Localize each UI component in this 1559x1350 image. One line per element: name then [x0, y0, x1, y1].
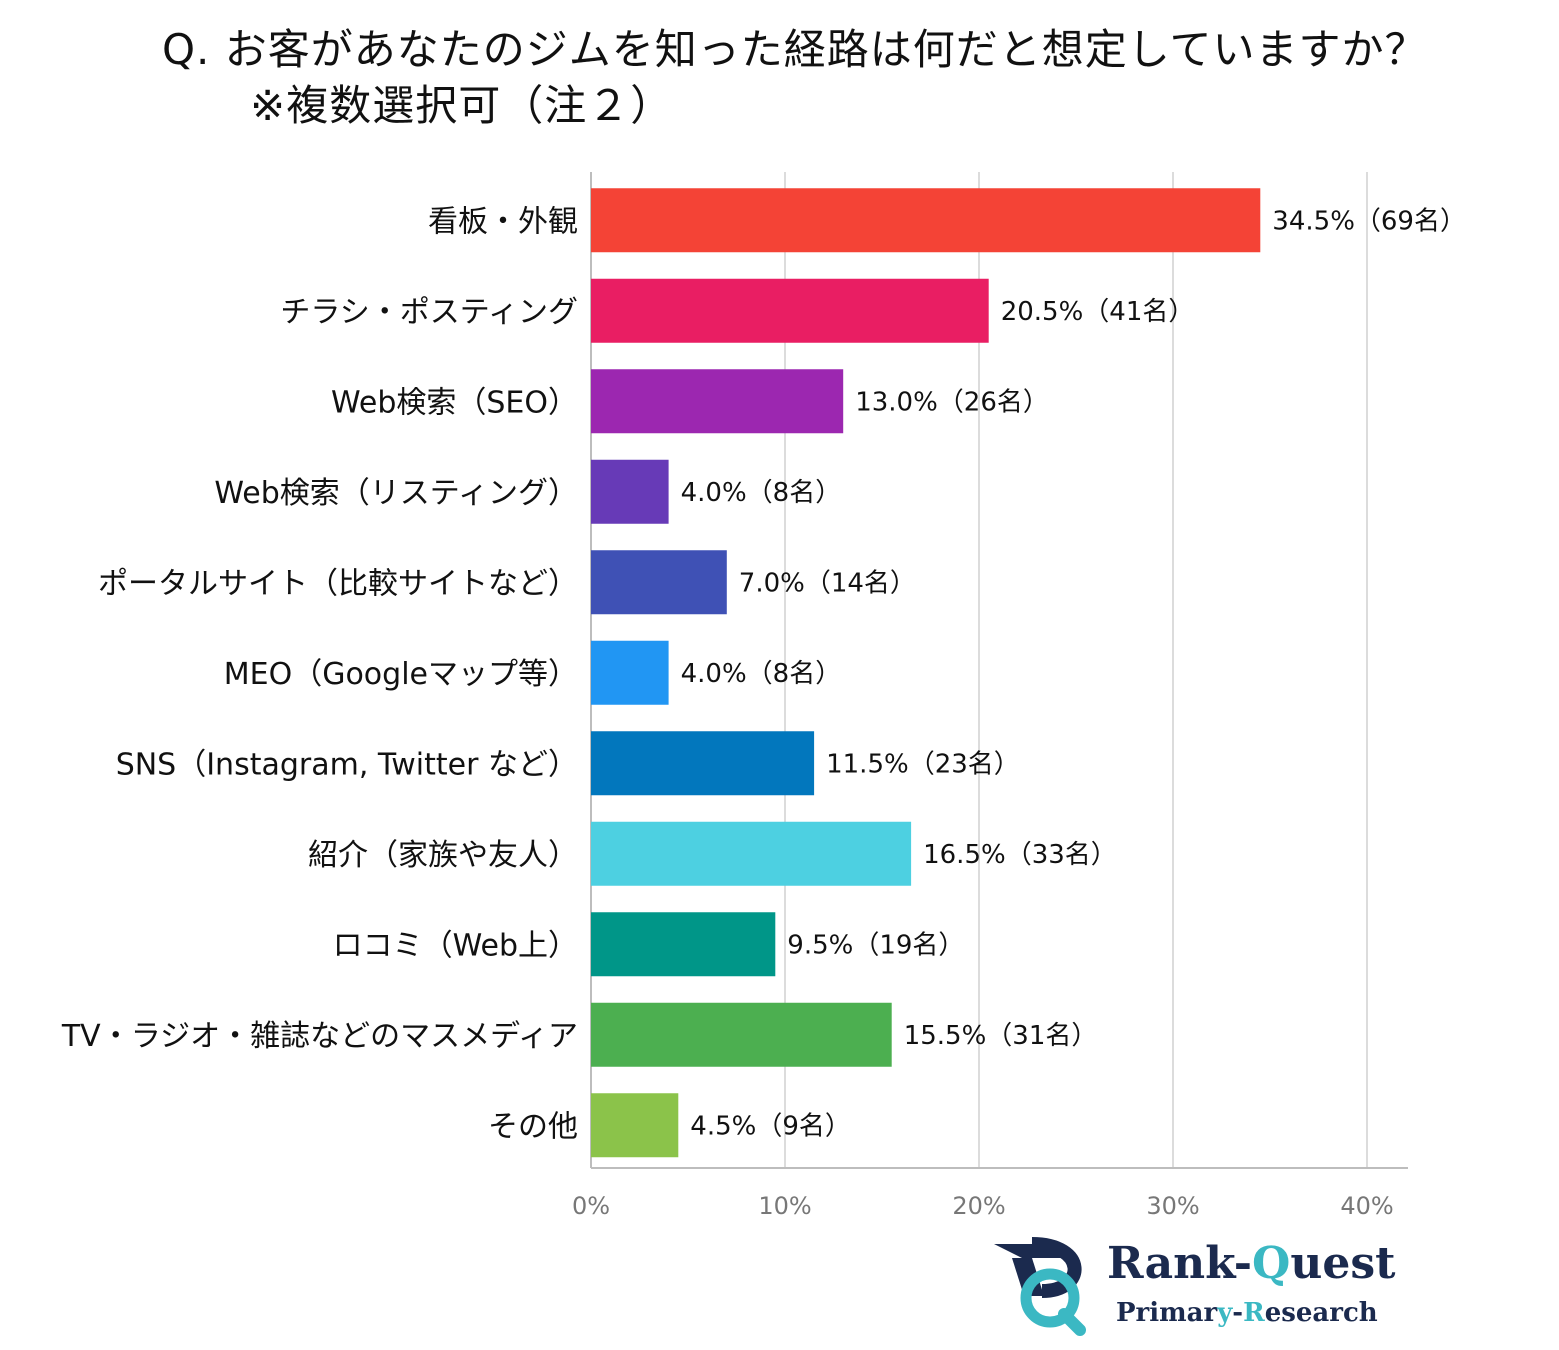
category-label: SNS（Instagram, Twitter など）	[116, 747, 578, 782]
category-label: TV・ラジオ・雑誌などのマスメディア	[61, 1019, 578, 1054]
data-label: 9.5%（19名）	[787, 930, 964, 960]
rank-quest-logo: Rank-Quest Primary-Research	[992, 1236, 1412, 1336]
rank-quest-logo-icon	[994, 1237, 1086, 1336]
x-tick-label: 30%	[1146, 1192, 1199, 1220]
data-label: 34.5%（69名）	[1272, 206, 1466, 236]
x-tick-label: 10%	[758, 1192, 811, 1220]
category-label: 紹介（家族や友人）	[308, 838, 578, 873]
category-label: その他	[488, 1109, 578, 1144]
data-label: 11.5%（23名）	[826, 749, 1020, 779]
chart-title-line2: ※複数選択可（注２）	[250, 81, 674, 130]
chart-title-line1: Q. お客があなたのジムを知った経路は何だと想定していますか？	[162, 25, 1428, 74]
bar	[591, 459, 669, 524]
data-label: 20.5%（41名）	[1001, 297, 1195, 327]
logo-wordmark: Rank-Quest	[1107, 1238, 1396, 1289]
category-label: ポータルサイト（比較サイトなど）	[98, 566, 578, 601]
x-tick-label: 0%	[572, 1192, 610, 1220]
data-label: 4.5%（9名）	[690, 1111, 851, 1141]
x-tick-label: 40%	[1340, 1192, 1393, 1220]
bar	[591, 731, 815, 796]
data-label: 4.0%（8名）	[681, 478, 842, 508]
bar	[591, 821, 912, 886]
x-tick-label: 20%	[952, 1192, 1005, 1220]
data-label: 13.0%（26名）	[855, 387, 1049, 417]
bar	[591, 278, 989, 343]
data-label: 7.0%（14名）	[739, 568, 916, 598]
data-label: 15.5%（31名）	[904, 1021, 1098, 1051]
bar	[591, 640, 669, 705]
bar	[591, 1002, 892, 1067]
bar	[591, 1093, 679, 1158]
bar	[591, 550, 727, 615]
logo-subtitle: Primary-Research	[1116, 1298, 1378, 1328]
bar	[591, 912, 776, 977]
data-label: 16.5%（33名）	[923, 840, 1117, 870]
category-label: チラシ・ポスティング	[280, 295, 578, 330]
chart-title: Q. お客があなたのジムを知った経路は何だと想定していますか？ ※複数選択可（注…	[162, 22, 1428, 134]
bar	[591, 188, 1261, 253]
category-label: ロコミ（Web上）	[333, 928, 578, 963]
bar	[591, 369, 844, 434]
category-label: MEO（Googleマップ等）	[224, 657, 578, 692]
category-label: Web検索（リスティング）	[214, 476, 578, 511]
category-label: Web検索（SEO）	[331, 385, 578, 420]
category-label: 看板・外観	[428, 204, 578, 239]
data-label: 4.0%（8名）	[681, 659, 842, 689]
